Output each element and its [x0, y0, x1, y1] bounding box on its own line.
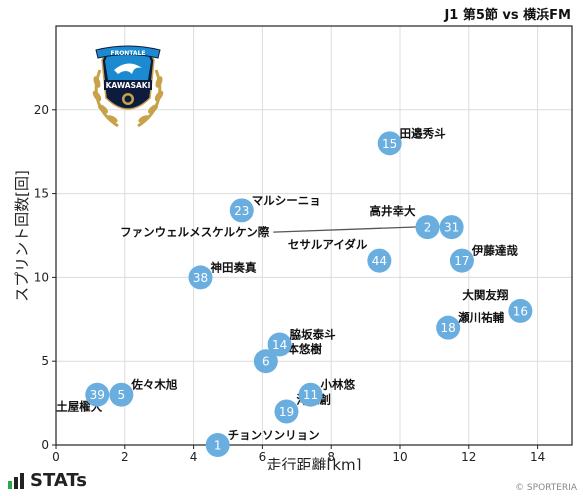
point-number: 23 — [234, 204, 249, 218]
y-tick-label: 10 — [34, 270, 49, 284]
x-axis-label: 走行距離[km] — [266, 456, 361, 470]
point-marker — [274, 399, 299, 424]
player-label: ファンウェルメスケルケン際 — [120, 225, 270, 239]
player-label: 瀬川祐輔 — [458, 311, 504, 325]
point-number: 1 — [214, 439, 222, 453]
brand-text: STATs — [30, 470, 87, 491]
y-tick-label: 5 — [41, 354, 49, 368]
y-tick-label: 0 — [41, 438, 49, 452]
player-label: 伊藤達哉 — [471, 244, 518, 258]
point-number: 5 — [118, 388, 126, 402]
player-label: 田邉秀斗 — [400, 126, 446, 140]
point-number: 18 — [441, 321, 456, 335]
x-tick-label: 12 — [461, 450, 476, 464]
player-label: 小林悠 — [320, 378, 356, 392]
point-number: 31 — [444, 221, 459, 235]
point-number: 19 — [279, 405, 294, 419]
point-number: 38 — [193, 271, 208, 285]
point-marker — [415, 215, 440, 240]
point-marker — [205, 433, 230, 457]
point-number: 44 — [372, 254, 387, 268]
point-marker — [253, 349, 278, 374]
data-point: 44 — [367, 248, 392, 273]
data-point: 15 — [377, 131, 402, 156]
data-point: 18 — [436, 315, 461, 340]
emblem-main-text: KAWASAKI — [106, 81, 151, 90]
point-marker — [439, 215, 464, 240]
x-tick-label: 4 — [190, 450, 198, 464]
player-label: セサルアイダル — [288, 238, 368, 252]
x-tick-label: 0 — [52, 450, 60, 464]
player-label: 佐々木旭 — [130, 378, 177, 392]
grid-lines — [56, 26, 572, 445]
emblem-top-text: FRONTALE — [110, 50, 145, 57]
data-point: 17 — [449, 248, 474, 273]
data-point: 31 — [439, 215, 464, 240]
player-label: 大関友翔 — [462, 288, 508, 302]
point-marker — [449, 248, 474, 273]
x-tick-label: 14 — [530, 450, 545, 464]
x-tick-label: 10 — [392, 450, 407, 464]
y-axis-label: スプリント回数[回] — [13, 170, 31, 302]
point-marker — [85, 382, 110, 407]
point-number: 11 — [303, 388, 318, 402]
data-point: 39 — [85, 382, 110, 407]
brand-bars-icon — [8, 472, 24, 489]
point-marker — [267, 332, 292, 357]
point-marker — [188, 265, 213, 290]
player-label: マルシーニョ — [252, 193, 321, 207]
data-points: 15 23 2 31 44 17 38 16 18 146 39 5 11 19 1 — [85, 131, 533, 457]
kawasaki-frontale-emblem: FRONTALE KAWASAKI — [88, 40, 168, 136]
player-label: 高井幸大 — [370, 204, 416, 218]
point-marker — [377, 131, 402, 156]
point-number: 39 — [90, 388, 105, 402]
point-marker — [109, 382, 134, 407]
point-number: 2 — [424, 221, 432, 235]
data-point: 14 — [267, 332, 292, 357]
point-number: 17 — [454, 254, 469, 268]
data-point: 38 — [188, 265, 213, 290]
data-point: 16 — [508, 298, 533, 323]
data-point: 5 — [109, 382, 134, 407]
copyright: © SPORTERIA — [515, 483, 577, 493]
plot-frame — [55, 25, 573, 446]
data-point: 1 — [205, 433, 230, 457]
data-point: 19 — [274, 399, 299, 424]
match-title: J1 第5節 vs 横浜FM — [444, 8, 571, 23]
point-marker — [367, 248, 392, 273]
point-number: 6 — [262, 355, 270, 369]
x-tick-label: 8 — [327, 450, 335, 464]
data-point: 11 — [298, 382, 323, 407]
data-point: 2 — [415, 215, 440, 240]
y-tick-label: 20 — [34, 103, 49, 117]
point-number: 16 — [513, 304, 528, 318]
point-marker — [508, 298, 533, 323]
player-label: 神田奏真 — [210, 260, 256, 274]
x-tick-label: 6 — [259, 450, 267, 464]
point-number: 15 — [382, 137, 397, 151]
x-tick-label: 2 — [121, 450, 129, 464]
data-point: 6 — [253, 349, 278, 374]
point-number: 14 — [272, 338, 287, 352]
point-marker — [436, 315, 461, 340]
data-point: 23 — [229, 198, 254, 223]
point-marker — [298, 382, 323, 407]
player-label: 脇坂泰斗 — [290, 327, 336, 341]
point-marker — [229, 198, 254, 223]
leader-line — [273, 225, 440, 233]
y-tick-label: 15 — [34, 187, 49, 201]
player-label: チョンソンリョン — [228, 428, 320, 442]
stats-brand: STATs — [8, 470, 87, 491]
